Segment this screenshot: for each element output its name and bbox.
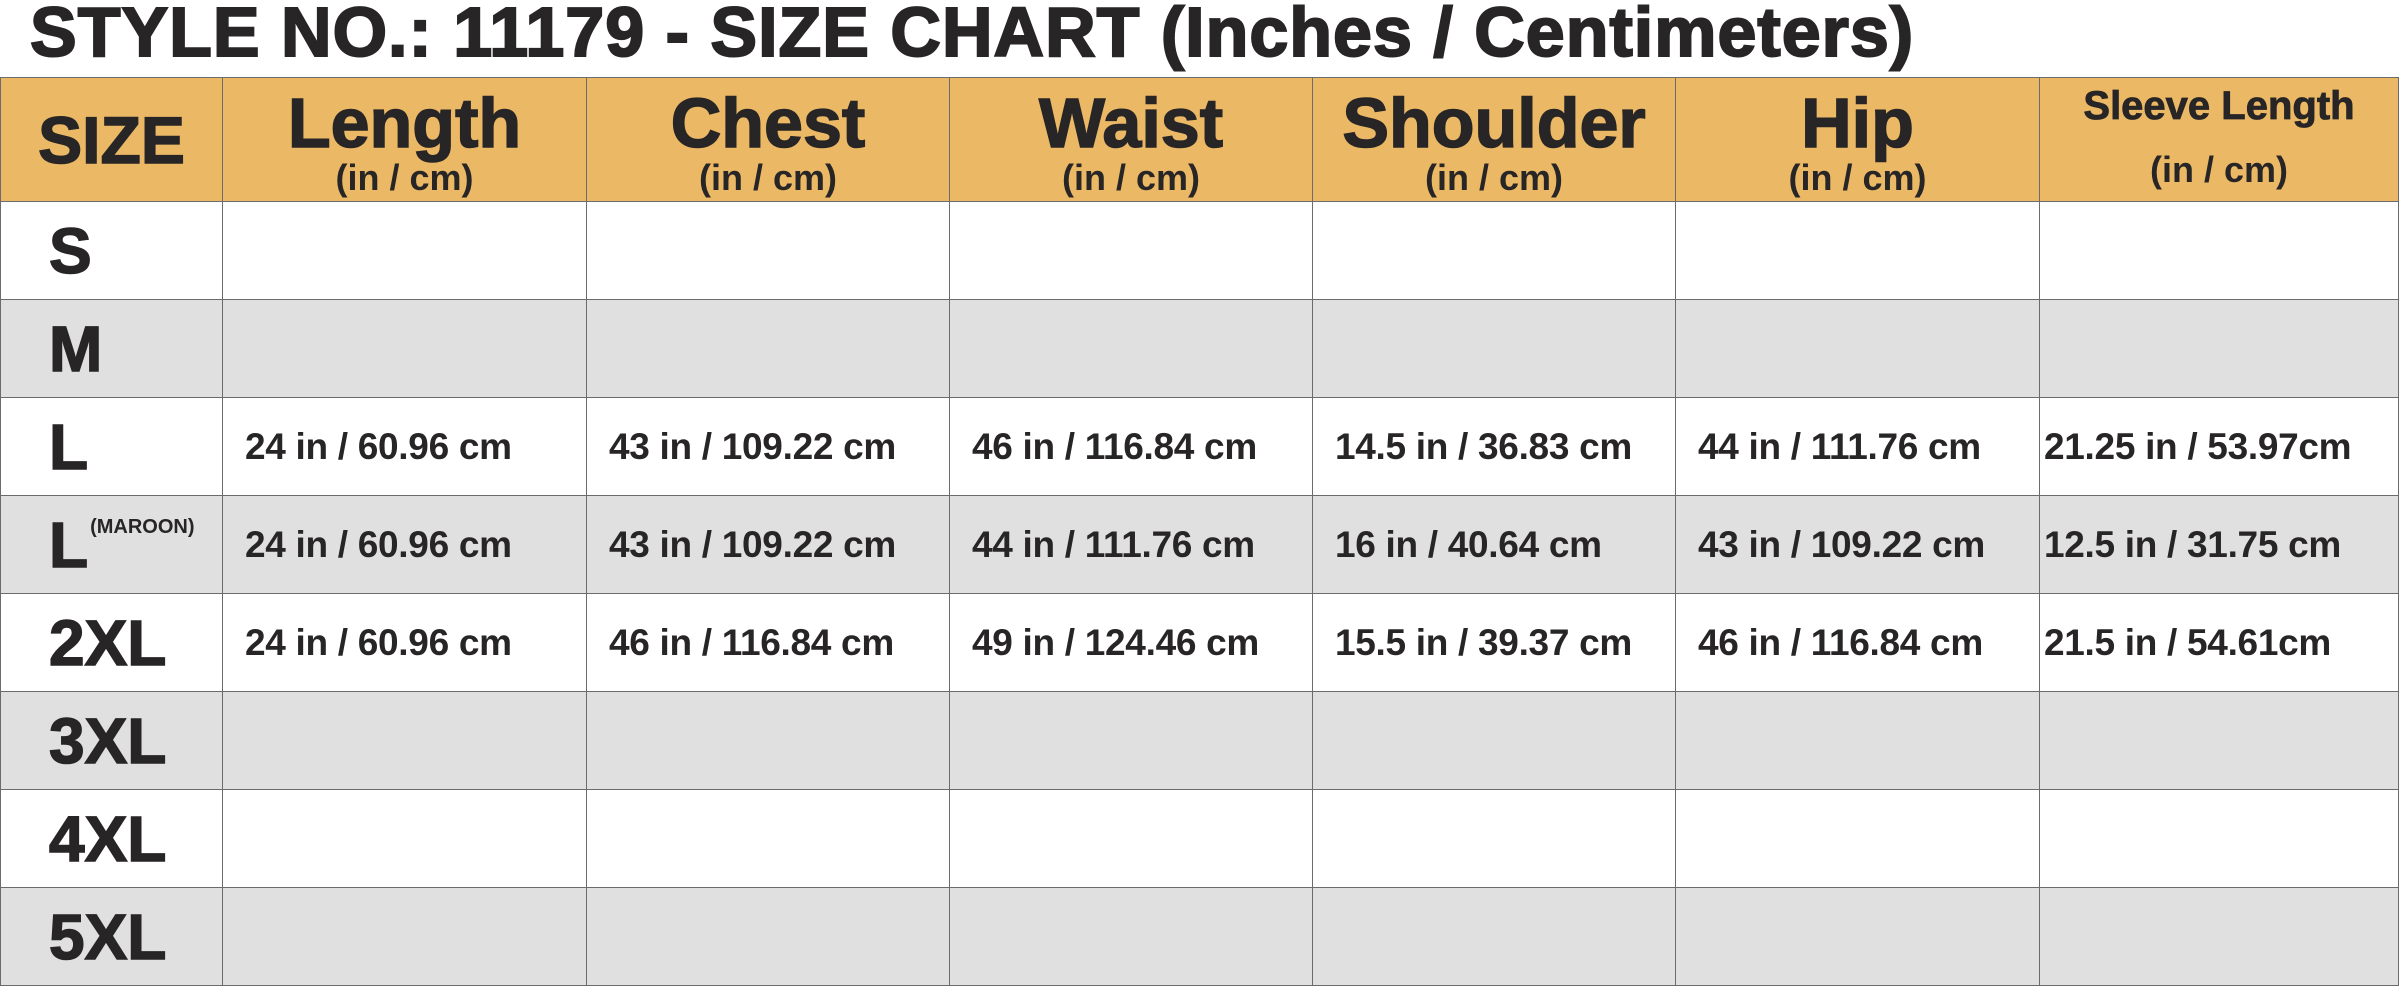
size-label: 2XL	[48, 606, 167, 680]
column-header-label: Shoulder	[1342, 84, 1647, 162]
measurement-cell: 24 in / 60.96 cm	[222, 397, 587, 496]
measurement-cell	[949, 887, 1313, 986]
column-header-unit: (in / cm)	[698, 157, 837, 198]
size-cell: S	[0, 201, 223, 300]
measurement-cell	[949, 201, 1313, 300]
measurement-cell	[222, 887, 587, 986]
size-note: (MAROON)	[90, 515, 195, 538]
column-header-waist: Waist (in / cm)	[949, 77, 1313, 202]
measurement-cell: 49 in / 124.46 cm	[949, 593, 1313, 692]
table-row: L (MAROON) 24 in / 60.96 cm 43 in / 109.22 …	[0, 495, 2399, 594]
page-title: STYLE NO.: 11179 - SIZE CHART (Inches / …	[29, 0, 1915, 72]
measurement-cell	[1312, 887, 1676, 986]
measurement-cell: 12.5 in / 31.75 cm	[2039, 495, 2399, 594]
table-row: M	[0, 299, 2399, 398]
measurement-cell: 44 in / 111.76 cm	[949, 495, 1313, 594]
measurement-cell: 16 in / 40.64 cm	[1312, 495, 1676, 594]
size-cell: 2XL	[0, 593, 223, 692]
measurement-cell	[2039, 789, 2399, 888]
size-cell: 5XL	[0, 887, 223, 986]
column-header-shoulder: Shoulder (in / cm)	[1312, 77, 1676, 202]
column-header-chest: Chest (in / cm)	[586, 77, 950, 202]
measurement-cell: 44 in / 111.76 cm	[1675, 397, 2040, 496]
measurement-cell	[1312, 789, 1676, 888]
column-header-label: Chest	[670, 84, 866, 162]
measurement-cell: 46 in / 116.84 cm	[1675, 593, 2040, 692]
column-header-unit: (in / cm)	[1061, 157, 1200, 198]
size-label: L	[48, 508, 89, 582]
size-label: 5XL	[48, 900, 167, 974]
measurement-cell: 43 in / 109.22 cm	[1675, 495, 2040, 594]
measurement-cell	[2039, 201, 2399, 300]
measurement-cell	[1312, 299, 1676, 398]
measurement-cell: 46 in / 116.84 cm	[586, 593, 950, 692]
measurement-cell	[949, 299, 1313, 398]
measurement-cell: 15.5 in / 39.37 cm	[1312, 593, 1676, 692]
table-row: 5XL	[0, 887, 2399, 986]
header-row: SIZE Length (in / cm) Chest (in / cm) Wais…	[0, 77, 2399, 202]
measurement-cell	[586, 201, 950, 300]
measurement-cell: 21.5 in / 54.61cm	[2039, 593, 2399, 692]
measurement-cell	[1312, 691, 1676, 790]
measurement-cell	[222, 299, 587, 398]
measurement-cell: 43 in / 109.22 cm	[586, 495, 950, 594]
measurement-cell	[2039, 691, 2399, 790]
measurement-cell	[949, 691, 1313, 790]
table-row: L 24 in / 60.96 cm 43 in / 109.22 cm 46 in …	[0, 397, 2399, 496]
table-row: S	[0, 201, 2399, 300]
size-label: S	[48, 214, 92, 288]
measurement-cell	[586, 789, 950, 888]
size-cell: M	[0, 299, 223, 398]
measurement-cell: 24 in / 60.96 cm	[222, 495, 587, 594]
column-header-hip: Hip (in / cm)	[1675, 77, 2040, 202]
measurement-cell	[1675, 887, 2040, 986]
measurement-cell: 21.25 in / 53.97cm	[2039, 397, 2399, 496]
measurement-cell	[1675, 299, 2040, 398]
measurement-cell	[222, 789, 587, 888]
column-header-unit: (in / cm)	[1788, 157, 1927, 198]
size-chart-table: SIZE Length (in / cm) Chest (in / cm) Wais…	[0, 77, 2399, 986]
size-label: M	[48, 312, 103, 386]
table-row: 3XL	[0, 691, 2399, 790]
measurement-cell	[1675, 201, 2040, 300]
column-header-unit: (in / cm)	[335, 157, 474, 198]
measurement-cell	[2039, 887, 2399, 986]
measurement-cell: 14.5 in / 36.83 cm	[1312, 397, 1676, 496]
size-label: 4XL	[48, 802, 167, 876]
measurement-cell: 46 in / 116.84 cm	[949, 397, 1313, 496]
column-header-unit: (in / cm)	[2149, 149, 2288, 190]
size-cell: L (MAROON)	[0, 495, 223, 594]
measurement-cell	[586, 299, 950, 398]
measurement-cell: 24 in / 60.96 cm	[222, 593, 587, 692]
measurement-cell	[1675, 691, 2040, 790]
size-cell: L	[0, 397, 223, 496]
measurement-cell	[586, 887, 950, 986]
measurement-cell	[949, 789, 1313, 888]
measurement-cell	[1675, 789, 2040, 888]
column-header-label: Hip	[1800, 84, 1914, 162]
measurement-cell	[1312, 201, 1676, 300]
column-header-label: Length	[287, 84, 522, 162]
size-cell: 3XL	[0, 691, 223, 790]
column-header-unit: (in / cm)	[1424, 157, 1563, 198]
column-header-size: SIZE	[0, 77, 223, 202]
measurement-cell	[586, 691, 950, 790]
column-header-sleeve-length: Sleeve Length (in / cm)	[2039, 77, 2399, 202]
measurement-cell	[222, 691, 587, 790]
column-header-label: Waist	[1038, 84, 1224, 162]
size-label: L	[48, 410, 89, 484]
measurement-cell: 43 in / 109.22 cm	[586, 397, 950, 496]
size-label: 3XL	[48, 704, 167, 778]
table-row: 2XL 24 in / 60.96 cm 46 in / 116.84 cm 49 i…	[0, 593, 2399, 692]
measurement-cell	[2039, 299, 2399, 398]
size-cell: 4XL	[0, 789, 223, 888]
column-header-label: Sleeve Length	[2083, 84, 2355, 128]
table-row: 4XL	[0, 789, 2399, 888]
measurement-cell	[222, 201, 587, 300]
column-header-length: Length (in / cm)	[222, 77, 587, 202]
